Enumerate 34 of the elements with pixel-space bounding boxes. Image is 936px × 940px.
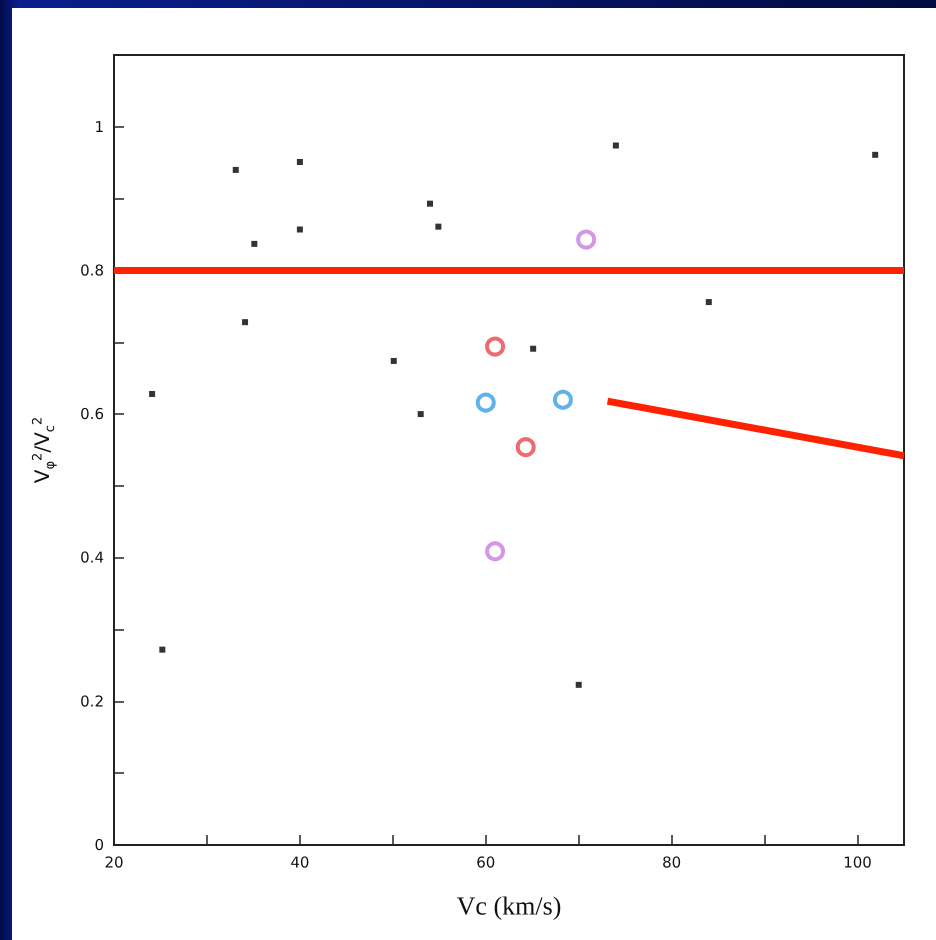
point (872, 152, 878, 158)
point (149, 390, 156, 397)
x-tick-label: 40 (290, 854, 310, 872)
point (296, 159, 303, 166)
point (516, 437, 536, 458)
x-tick-label: 80 (662, 854, 682, 872)
x-tick-label: 60 (476, 854, 496, 872)
point (485, 336, 506, 357)
point (296, 226, 303, 233)
y-tick-label: 0.4 (80, 548, 104, 567)
point (612, 142, 619, 148)
x-tick-label: 100 (843, 854, 872, 872)
point (706, 299, 712, 306)
point (576, 682, 582, 688)
point (427, 200, 433, 207)
point (242, 319, 248, 326)
y-tick-label: 1 (94, 118, 104, 136)
y-tick-label: 0.6 (80, 405, 104, 424)
point (576, 230, 596, 250)
y-tick-label: 0.2 (80, 692, 104, 710)
x-tick-label: 20 (104, 854, 124, 872)
point (159, 646, 166, 653)
point (251, 240, 258, 247)
y-tick-label: 0.8 (80, 261, 104, 280)
point (435, 224, 442, 230)
point (485, 541, 506, 562)
point (476, 392, 496, 413)
y-tick-label: 0 (94, 836, 104, 854)
point (552, 390, 573, 410)
point (232, 166, 239, 173)
point (418, 411, 424, 418)
point (390, 358, 397, 364)
point (530, 346, 536, 352)
x-axis-title: Vc (km/s) (456, 892, 562, 920)
